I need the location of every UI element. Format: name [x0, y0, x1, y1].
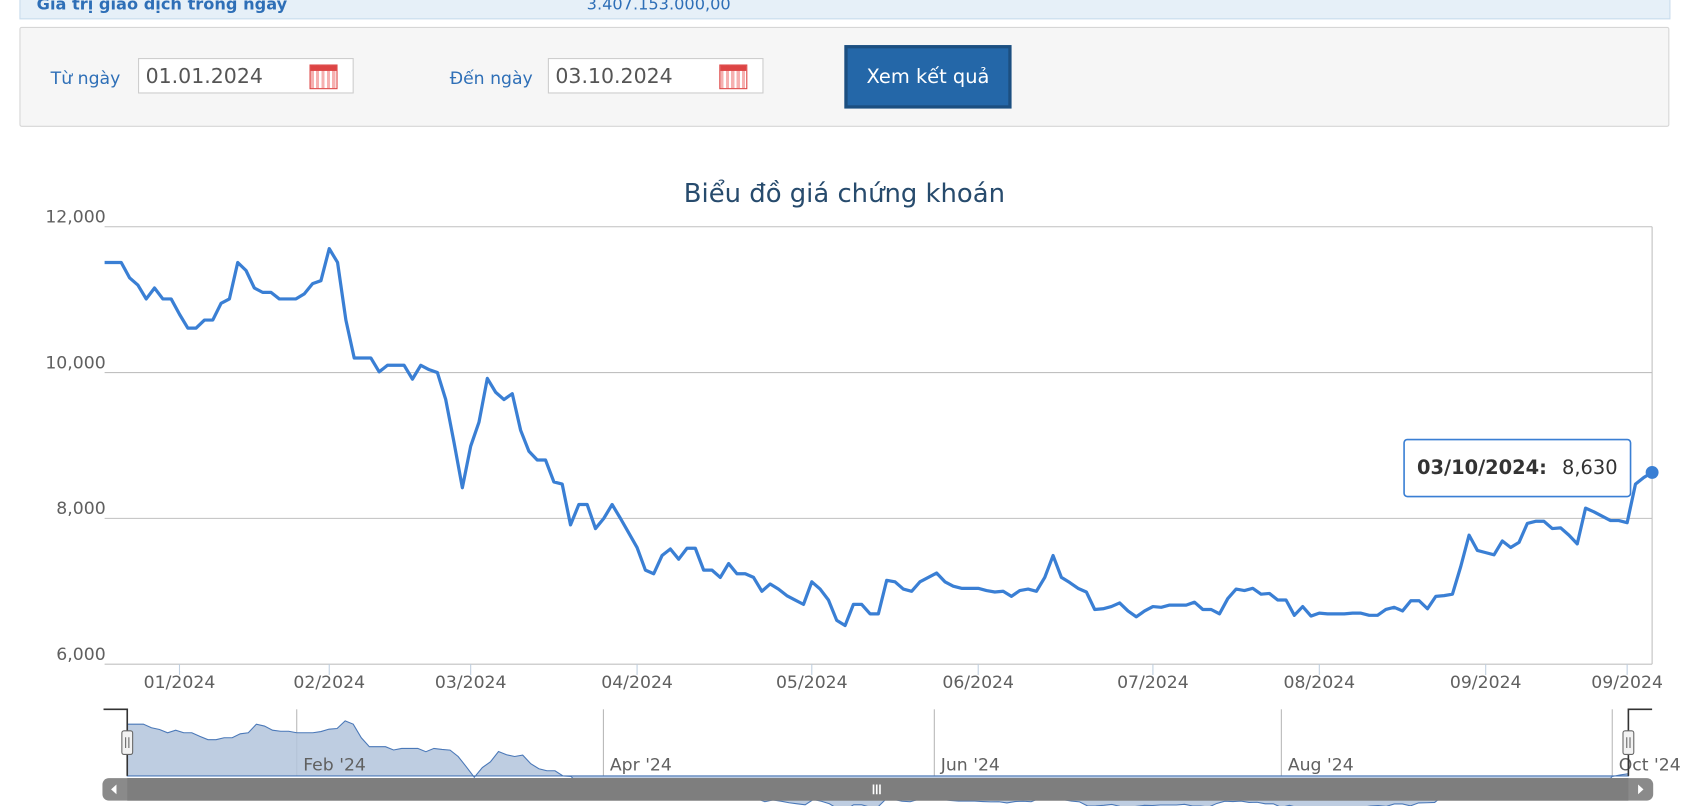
scroll-left — [111, 784, 117, 795]
tooltip-date: 03/10/2024: — [1417, 456, 1547, 479]
x-tick-label: 02/2024 — [293, 673, 365, 693]
to-input[interactable]: 03.10.2024 — [547, 58, 764, 94]
scroll-right — [1638, 784, 1644, 795]
calendar-icon[interactable] — [309, 64, 338, 90]
x-tick-label: 01/2024 — [144, 673, 216, 693]
y-tick-label: 6,000 — [56, 645, 105, 665]
scrollbar-thumb — [127, 778, 1629, 801]
info-value: 3.407.153.000,00 — [586, 0, 731, 14]
nav-tick-label: Aug '24 — [1288, 756, 1354, 776]
x-tick-label: 09/2024 — [1591, 673, 1663, 693]
y-tick-label: 12,000 — [45, 207, 105, 227]
x-tick-label: 08/2024 — [1283, 673, 1355, 693]
nav-handle-grip — [125, 737, 130, 748]
nav-tick-label: Oct '24 — [1619, 756, 1681, 776]
from-label: Từ ngày — [50, 67, 121, 89]
tooltip-value: 8,630 — [1562, 456, 1618, 479]
y-tick-label: 8,000 — [56, 499, 105, 519]
tooltip-box — [1403, 438, 1632, 498]
scrollbar-grip — [872, 784, 881, 795]
x-tick-label: 03/2024 — [435, 673, 507, 693]
to-value: 03.10.2024 — [555, 64, 673, 89]
y-tick-label: 10,000 — [45, 353, 105, 373]
x-tick-label: 04/2024 — [601, 673, 673, 693]
from-input[interactable]: 01.01.2024 — [138, 58, 354, 94]
nav-tick-label: Feb '24 — [303, 756, 366, 776]
nav-tick-label: Jun '24 — [940, 756, 1000, 776]
hover-point — [1645, 465, 1659, 479]
to-label: Đến ngày — [449, 67, 533, 89]
calendar-icon[interactable] — [719, 64, 748, 90]
from-value: 01.01.2024 — [145, 64, 263, 89]
submit-button[interactable]: Xem kết quả — [844, 45, 1012, 109]
price-line — [104, 247, 1653, 628]
x-tick-label: 06/2024 — [942, 673, 1014, 693]
nav-tick-label: Apr '24 — [610, 756, 672, 776]
info-row: Giá trị giao dịch trong ngày 3.407.153.0… — [19, 0, 1671, 20]
info-label: Giá trị giao dịch trong ngày — [36, 0, 288, 14]
nav-handle-grip — [1626, 737, 1631, 748]
x-tick-label: 09/2024 — [1450, 673, 1522, 693]
chart-title: Biểu đồ giá chứng khoán — [684, 178, 1005, 209]
x-tick-label: 05/2024 — [776, 673, 848, 693]
nav-handle — [121, 730, 134, 755]
date-form: Từ ngày 01.01.2024 Đến ngày 03.10.2024 X… — [19, 26, 1670, 127]
nav-handle — [1622, 730, 1635, 755]
x-tick-label: 07/2024 — [1117, 673, 1189, 693]
